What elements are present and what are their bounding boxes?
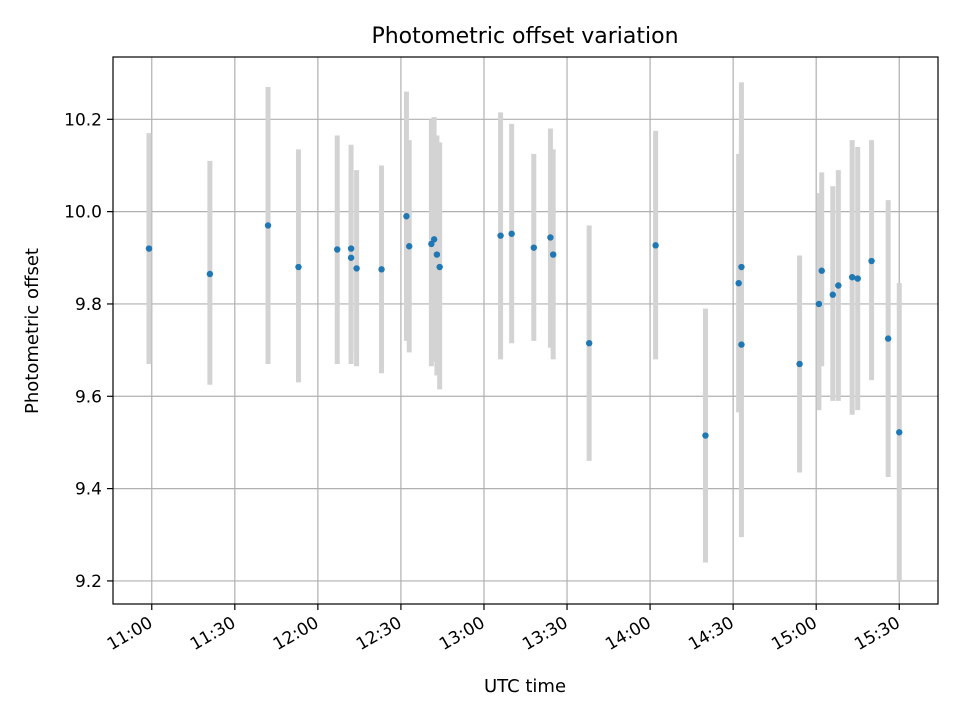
x-tick-label: 13:30 <box>519 613 571 655</box>
x-tick-label: 15:00 <box>768 613 820 655</box>
data-point <box>353 265 360 272</box>
data-point <box>585 339 593 347</box>
y-tick-label: 9.6 <box>75 387 102 407</box>
x-tick-label: 13:00 <box>436 613 488 655</box>
data-point <box>347 254 355 261</box>
data-point <box>428 240 435 248</box>
data-point <box>406 243 413 250</box>
data-point <box>433 251 441 258</box>
grid-lines <box>113 57 938 604</box>
data-point <box>497 232 504 239</box>
plot-frame <box>112 56 939 605</box>
data-point <box>818 267 825 274</box>
data-points <box>145 213 903 439</box>
data-point <box>145 245 153 252</box>
data-point <box>796 360 803 368</box>
x-tick-label: 12:00 <box>270 613 322 655</box>
data-point <box>848 273 856 281</box>
y-tick-label: 9.2 <box>75 572 102 592</box>
y-axis: 9.2 9.4 9.6 9.8 10.0 10.2 <box>64 110 113 592</box>
data-point <box>530 244 538 251</box>
data-point <box>835 282 842 289</box>
data-point <box>508 230 515 237</box>
data-point <box>896 429 903 436</box>
data-point <box>206 270 214 278</box>
data-point <box>738 263 745 271</box>
x-tick-label: 14:00 <box>602 613 654 655</box>
data-point <box>738 341 745 348</box>
y-axis-label: Photometric offset <box>22 248 43 414</box>
error-bars <box>146 82 902 581</box>
data-point <box>264 222 272 229</box>
x-axis: 11:00 11:30 12:00 12:30 13:00 13:30 14:00 14:30… <box>104 604 904 655</box>
data-point <box>547 234 554 241</box>
y-tick-label: 9.8 <box>75 295 102 315</box>
x-tick-label: 14:30 <box>685 613 737 655</box>
y-tick-label: 10.2 <box>64 110 102 130</box>
x-axis-label: UTC time <box>484 676 566 697</box>
x-tick-label: 12:30 <box>353 613 405 655</box>
data-point <box>854 275 861 282</box>
data-point <box>334 246 341 253</box>
data-point <box>378 266 385 273</box>
data-point <box>295 263 302 271</box>
x-tick-label: 11:30 <box>187 613 239 655</box>
data-point <box>884 335 892 342</box>
data-point <box>702 432 709 439</box>
chart-title: Photometric offset variation <box>371 24 678 49</box>
data-point <box>430 236 438 243</box>
data-point <box>347 245 355 252</box>
data-point <box>868 257 875 265</box>
data-point <box>815 300 823 308</box>
data-point <box>436 263 443 271</box>
data-point <box>403 213 410 220</box>
data-point <box>735 279 742 287</box>
y-tick-label: 9.4 <box>75 480 102 500</box>
y-tick-label: 10.0 <box>64 203 102 223</box>
data-point <box>549 251 557 258</box>
x-tick-label: 11:00 <box>104 613 156 655</box>
data-point <box>829 291 836 298</box>
x-tick-label: 15:30 <box>851 613 903 655</box>
data-point <box>652 242 659 249</box>
